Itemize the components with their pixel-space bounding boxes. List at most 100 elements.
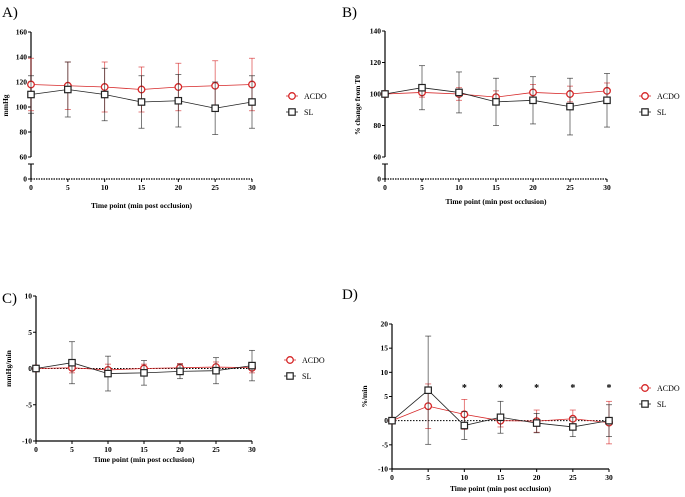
- x-tick-label: 20: [176, 445, 184, 454]
- significance-marker: *: [534, 383, 539, 394]
- x-tick-label: 25: [211, 183, 219, 192]
- x-tick-label: 15: [497, 473, 505, 482]
- x-tick-label: 10: [461, 473, 469, 482]
- panel-c: C) -10 -5 0 5 10 0 5 10 15 20 25 30 Time point (min p…: [2, 291, 325, 464]
- y-tick-label: 100: [370, 90, 382, 99]
- data-point: [492, 98, 500, 106]
- y-axis-label: mmHg: [1, 94, 10, 116]
- panel-d: D) -10 -5 0 5 10 15 20 0 5 10 15 20 25 30 Time point (m…: [342, 287, 680, 493]
- x-axis-label: Time point (min post occlusion): [93, 455, 195, 464]
- y-axis-label: %/min: [360, 385, 369, 408]
- data-point: [27, 90, 35, 99]
- legend-label: SL: [302, 372, 311, 381]
- y-tick-label: 140: [370, 27, 382, 36]
- data-point: [212, 366, 220, 375]
- x-tick-label: 5: [426, 473, 430, 482]
- legend-marker: [641, 92, 649, 100]
- panel-label: B): [342, 5, 357, 21]
- data-point: [176, 367, 184, 376]
- x-tick-label: 30: [605, 473, 613, 482]
- data-point: [566, 102, 574, 111]
- y-tick-label: 140: [16, 53, 28, 62]
- x-axis-label: Time point (min post occlusion): [450, 484, 552, 493]
- x-tick-label: 15: [138, 183, 146, 192]
- series-sl: [32, 341, 256, 392]
- series-sl: [388, 335, 613, 445]
- x-tick-label: 0: [383, 183, 387, 192]
- data-point: [104, 369, 112, 378]
- legend-marker: [641, 384, 649, 392]
- x-tick-label: 15: [492, 183, 500, 192]
- data-point: [64, 85, 72, 94]
- x-tick-label: 30: [603, 183, 611, 192]
- x-tick-label: 5: [66, 183, 70, 192]
- series-sl: [27, 61, 256, 135]
- data-point: [388, 416, 396, 425]
- y-axis-label: mmHg/min: [4, 349, 13, 386]
- legend-marker: [641, 400, 649, 408]
- y-tick-label: -10: [378, 465, 388, 474]
- y-tick-label: -5: [382, 440, 388, 449]
- legend-marker: [288, 108, 296, 116]
- y-tick-label: 5: [384, 392, 388, 401]
- x-tick-label: 20: [533, 473, 541, 482]
- data-point: [381, 90, 389, 98]
- y-tick-label: 100: [16, 103, 28, 112]
- x-tick-label: 15: [140, 445, 148, 454]
- y-tick-label: 5: [28, 328, 32, 337]
- y-tick-label: 0: [384, 416, 388, 425]
- data-point: [100, 90, 109, 99]
- x-tick-label: 5: [70, 445, 74, 454]
- x-tick-label: 20: [529, 183, 537, 192]
- y-tick-label: 60: [20, 153, 28, 162]
- legend-label: SL: [657, 400, 666, 409]
- series-sl: [381, 65, 611, 136]
- x-axis-label: Time point (min post occlusion): [445, 197, 547, 206]
- data-point: [140, 369, 148, 377]
- data-point: [137, 98, 146, 106]
- significance-marker: *: [498, 383, 503, 394]
- x-tick-label: 0: [390, 473, 394, 482]
- y-tick-label: -5: [26, 400, 32, 409]
- y-tick-label: 80: [20, 128, 28, 137]
- legend-label: SL: [304, 108, 313, 117]
- significance-marker: *: [607, 383, 612, 394]
- y-tick-label: 120: [16, 78, 28, 87]
- data-point: [68, 358, 76, 367]
- x-tick-label: 30: [248, 183, 256, 192]
- x-tick-label: 25: [569, 473, 577, 482]
- legend-label: ACDO: [657, 384, 680, 393]
- legend-marker: [286, 356, 294, 364]
- x-tick-label: 20: [175, 183, 183, 192]
- data-point: [460, 421, 469, 430]
- x-tick-label: 5: [420, 183, 424, 192]
- significance-marker: *: [462, 383, 467, 394]
- x-tick-label: 10: [455, 183, 463, 192]
- panel-label: C): [2, 291, 17, 307]
- x-tick-label: 30: [248, 445, 256, 454]
- x-tick-label: 0: [34, 445, 38, 454]
- panel-label: D): [342, 287, 358, 303]
- data-point: [496, 413, 505, 422]
- y-tick-label: 10: [25, 292, 33, 301]
- data-point: [248, 361, 256, 370]
- legend-label: SL: [657, 108, 666, 117]
- data-point: [174, 96, 183, 105]
- significance-marker: *: [570, 383, 575, 394]
- legend-label: ACDO: [657, 92, 680, 101]
- data-point: [605, 416, 613, 425]
- y-tick-label: 20: [381, 320, 389, 329]
- panel-a: A) 0 60 80 100 120 140 160 0 5 10 15 20 25 30 Time poin…: [1, 5, 327, 210]
- y-tick-label: 15: [381, 344, 389, 353]
- data-point: [418, 83, 426, 92]
- y-tick-label: 0: [377, 175, 381, 184]
- legend-label: ACDO: [302, 356, 325, 365]
- y-tick-label: 0: [23, 175, 27, 184]
- data-point: [532, 419, 541, 427]
- legend-marker: [641, 108, 649, 116]
- y-tick-label: 80: [374, 121, 382, 130]
- legend-label: ACDO: [304, 92, 327, 101]
- data-point: [248, 98, 256, 106]
